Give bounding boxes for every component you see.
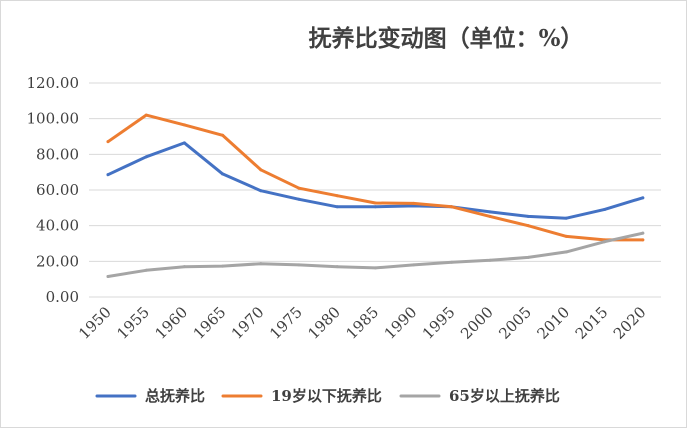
x-axis-ticks: 1950195519601965197019751980198519901995… — [75, 303, 650, 343]
y-tick-label: 80.00 — [36, 145, 79, 163]
data-point — [259, 168, 263, 172]
x-tick-label: 2020 — [610, 303, 650, 343]
data-point — [450, 260, 454, 264]
data-point — [373, 266, 377, 270]
x-tick-label: 1975 — [266, 303, 306, 343]
x-tick-label: 1955 — [113, 303, 153, 343]
x-tick-label: 1980 — [304, 303, 344, 343]
chart-title: 抚养比变动图（单位：%） — [309, 25, 584, 52]
data-point — [182, 265, 186, 269]
data-point — [412, 263, 416, 267]
x-tick-label: 2000 — [457, 303, 497, 343]
data-point — [526, 214, 530, 218]
x-tick-label: 2010 — [533, 303, 573, 343]
data-point — [297, 263, 301, 267]
y-tick-label: 40.00 — [36, 217, 79, 235]
data-point — [641, 231, 645, 235]
x-tick-label: 1995 — [419, 303, 459, 343]
y-tick-label: 120.00 — [27, 74, 80, 92]
data-point — [373, 201, 377, 205]
x-tick-label: 1960 — [151, 303, 191, 343]
data-point — [221, 133, 225, 137]
data-point — [106, 173, 110, 177]
data-point — [564, 234, 568, 238]
y-tick-label: 0.00 — [46, 288, 79, 306]
data-point — [412, 201, 416, 205]
data-point — [412, 204, 416, 208]
data-point — [144, 113, 148, 117]
legend-label: 总抚养比 — [145, 387, 205, 405]
data-point — [297, 186, 301, 190]
data-point — [603, 207, 607, 211]
series-line-1 — [106, 113, 645, 242]
data-point — [526, 255, 530, 259]
data-point — [564, 216, 568, 220]
y-tick-label: 20.00 — [36, 252, 79, 270]
data-point — [182, 123, 186, 127]
legend: 总抚养比 19岁以下抚养比 65岁以上抚养比 — [95, 387, 560, 405]
y-tick-label: 60.00 — [36, 181, 79, 199]
data-point — [373, 205, 377, 209]
data-point — [144, 268, 148, 272]
y-tick-label: 100.00 — [27, 110, 80, 128]
data-point — [221, 264, 225, 268]
series-layer — [106, 113, 645, 278]
data-point — [182, 141, 186, 145]
data-point — [603, 240, 607, 244]
data-point — [106, 274, 110, 278]
legend-label: 65岁以上抚养比 — [449, 387, 560, 405]
data-point — [450, 205, 454, 209]
data-point — [488, 210, 492, 214]
data-point — [106, 140, 110, 144]
x-tick-label: 1965 — [190, 303, 230, 343]
data-point — [144, 155, 148, 159]
data-point — [488, 258, 492, 262]
x-tick-label: 1950 — [75, 303, 115, 343]
x-tick-label: 1970 — [228, 303, 268, 343]
grid-layer — [89, 82, 661, 298]
data-point — [221, 172, 225, 176]
data-point — [335, 205, 339, 209]
data-point — [488, 214, 492, 218]
x-tick-label: 1990 — [381, 303, 421, 343]
data-point — [641, 196, 645, 200]
y-axis-ticks: 0.00 20.00 40.00 60.00 80.00 100.00 120.00 — [27, 74, 80, 306]
data-point — [335, 194, 339, 198]
data-point — [259, 189, 263, 193]
data-point — [564, 250, 568, 254]
series-line-2 — [106, 231, 645, 278]
data-point — [297, 197, 301, 201]
data-point — [641, 238, 645, 242]
x-tick-label: 2015 — [572, 303, 612, 343]
data-point — [335, 265, 339, 269]
x-tick-label: 1985 — [342, 303, 382, 343]
legend-label: 19岁以下抚养比 — [271, 387, 382, 405]
x-tick-label: 2005 — [495, 303, 535, 343]
data-point — [526, 224, 530, 228]
data-point — [259, 262, 263, 266]
